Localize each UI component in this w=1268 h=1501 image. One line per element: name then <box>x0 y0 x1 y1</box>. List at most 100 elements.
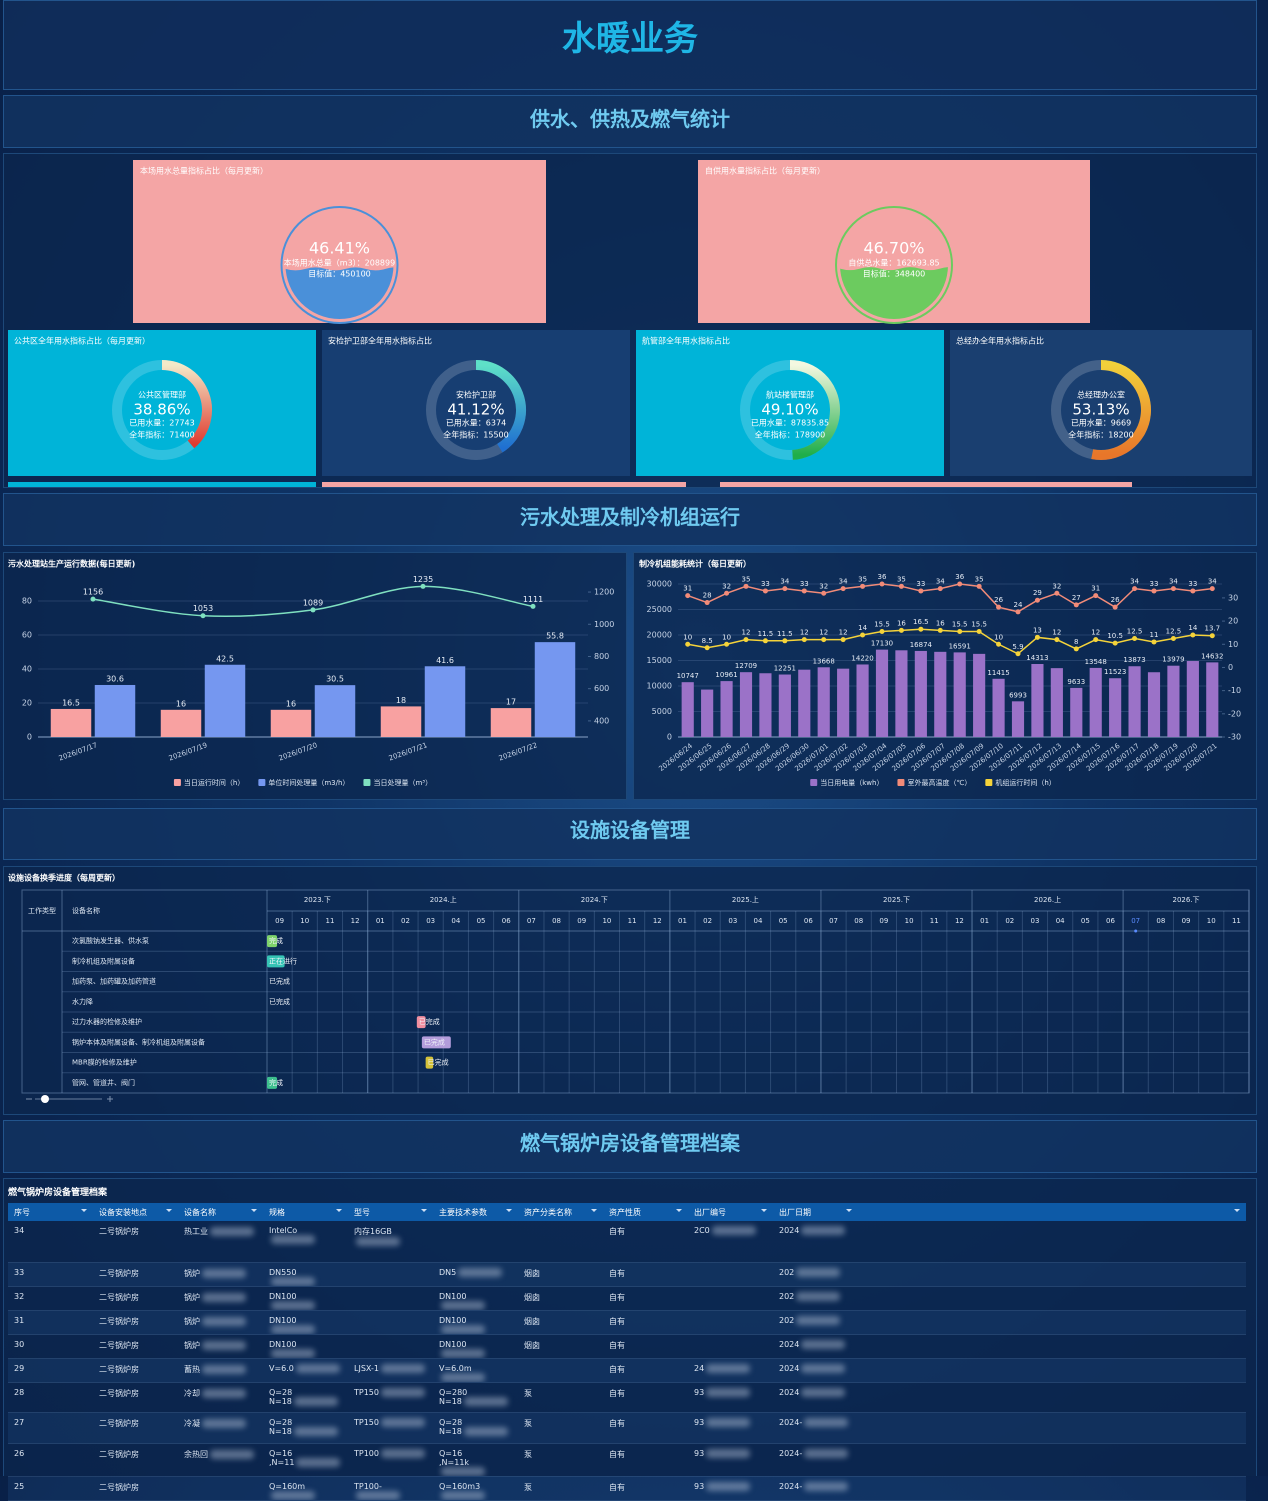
line-point <box>762 588 768 594</box>
redaction <box>796 1315 841 1325</box>
zoom-plus <box>107 1096 113 1102</box>
y-tick-label: 10000 <box>647 682 672 691</box>
gantt-month: 05 <box>1081 917 1090 925</box>
cell-text: 二号锅炉房 <box>99 1449 139 1459</box>
table-cell: Q=160m3 <box>433 1476 518 1501</box>
data-label: 13668 <box>813 657 835 665</box>
bar <box>856 664 869 737</box>
line-point <box>879 581 885 587</box>
cell-text: 二号锅炉房 <box>99 1364 139 1374</box>
gantt-month: 03 <box>426 917 435 925</box>
gauge-text: 已用水量：6374 <box>446 418 506 428</box>
table-row: 32 二号锅炉房 锅炉 DN100 DN100 烟囱 自有 202 <box>8 1286 1246 1311</box>
gantt-month: 10 <box>905 917 914 925</box>
redaction <box>271 1276 315 1285</box>
cell-text: Q=28 N=18 <box>269 1387 293 1406</box>
data-label: 11523 <box>1104 668 1126 676</box>
data-label: 16 <box>286 699 296 708</box>
table-cell: DN550 <box>263 1262 348 1287</box>
cell-text: 自有 <box>609 1364 625 1374</box>
data-label: 6993 <box>1009 691 1027 699</box>
bar <box>934 651 947 737</box>
data-label: 41.6 <box>436 656 454 665</box>
column-header[interactable]: 型号 <box>348 1203 433 1221</box>
cell-text: 二号锅炉房 <box>99 1292 139 1302</box>
column-header[interactable]: 资产性质 <box>603 1203 688 1221</box>
data-label: 5.9 <box>1012 643 1023 651</box>
column-header[interactable]: 序号 <box>8 1203 93 1221</box>
column-header[interactable]: 资产分类名称 <box>518 1203 603 1221</box>
table-cell: 自有 <box>603 1358 688 1383</box>
page-title: 水暖业务 <box>3 0 1257 90</box>
redaction <box>293 1396 338 1406</box>
y-tick-label: 80 <box>22 597 32 606</box>
column-header[interactable]: 规格 <box>263 1203 348 1221</box>
table-cell: 蓄热 <box>178 1358 263 1383</box>
cell-text: 2024- <box>779 1481 803 1491</box>
cell-text: 泵 <box>524 1418 532 1428</box>
line-point <box>200 613 206 619</box>
gauge-text: 本场用水总量（m3）：208899 <box>284 258 395 268</box>
line-point <box>821 637 827 643</box>
table-cell: 33 <box>8 1262 93 1287</box>
gantt-month: 10 <box>602 917 611 925</box>
column-header[interactable]: 主要技术参数 <box>433 1203 518 1221</box>
y2-tick-label: 400 <box>594 716 609 725</box>
line-point <box>1073 602 1079 608</box>
table-cell: 32 <box>8 1286 93 1311</box>
redaction <box>356 1490 400 1499</box>
column-header[interactable]: 设备安装地点 <box>93 1203 178 1221</box>
line-point <box>704 645 710 651</box>
data-label: 35 <box>742 575 751 583</box>
gantt-month: 12 <box>351 917 360 925</box>
bar <box>270 709 312 737</box>
gantt-half: 2023.下 <box>304 896 331 904</box>
column-header[interactable]: 出厂日期 <box>773 1203 858 1221</box>
data-label: 12251 <box>774 665 796 673</box>
line-point <box>996 604 1002 610</box>
bar <box>681 682 694 737</box>
table-cell: DN100 <box>263 1310 348 1335</box>
redaction <box>202 1418 246 1428</box>
cell-text: 二号锅炉房 <box>99 1388 139 1398</box>
cell-text: 34 <box>14 1226 25 1235</box>
table-cell: 烟囱 <box>518 1286 603 1311</box>
data-label: 16.5 <box>62 698 80 707</box>
column-header[interactable]: 出厂编号 <box>688 1203 773 1221</box>
line-point <box>860 632 866 638</box>
bar <box>720 681 733 737</box>
gantt-month: 09 <box>879 917 888 925</box>
table-cell: 泵 <box>518 1382 603 1413</box>
data-label: 11.5 <box>758 630 774 638</box>
column-header[interactable]: 设备名称 <box>178 1203 263 1221</box>
table-cell: 二号锅炉房 <box>93 1286 178 1311</box>
bar <box>973 653 986 737</box>
redaction <box>706 1363 751 1373</box>
legend-label: 单位时间处理量（m3/h） <box>268 778 349 787</box>
gantt-month: 03 <box>728 917 737 925</box>
table-cell: 二号锅炉房 <box>93 1476 178 1501</box>
gauge-text: 全年指标：178900 <box>755 430 826 440</box>
cell-text: LJSX-1 <box>354 1363 379 1373</box>
table-row: 28 二号锅炉房 冷却 Q=28 N=18 TP150 Q=280 N=18 泵 自有 93 20… <box>8 1382 1246 1413</box>
cell-text: 烟囱 <box>524 1292 540 1302</box>
line-point <box>801 637 807 643</box>
gauge-arc <box>161 360 212 449</box>
redaction <box>441 1348 485 1357</box>
line-point <box>782 638 788 644</box>
bar <box>1011 701 1025 737</box>
table-cell: 冷凝 <box>178 1412 263 1444</box>
table-cell: 34 <box>8 1221 93 1263</box>
gauge-title: 安检护卫部全年用水指标占比 <box>328 336 432 346</box>
bar <box>380 706 422 737</box>
gantt-month: 08 <box>854 917 863 925</box>
data-label: 33 <box>916 580 925 588</box>
y2-tick-label: 1200 <box>594 588 614 597</box>
gantt-half: 2025.上 <box>732 895 759 904</box>
gantt-month: 04 <box>1056 917 1065 925</box>
table-cell: DN5 <box>433 1262 518 1287</box>
table-cell: 93 <box>688 1412 773 1444</box>
gantt-month: 02 <box>401 917 410 925</box>
gauge-name: 公共区管理部 <box>138 390 186 400</box>
y2-tick-label: 800 <box>594 652 609 661</box>
